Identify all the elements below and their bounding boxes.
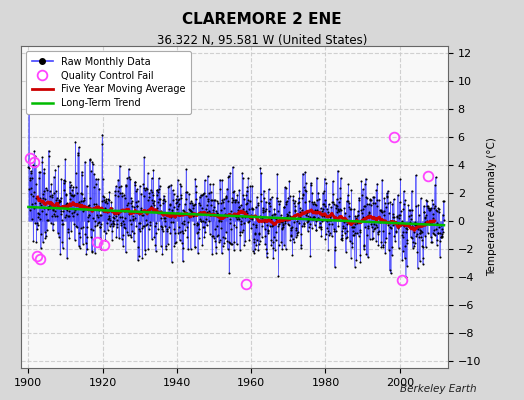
Text: CLAREMORE 2 ENE: CLAREMORE 2 ENE [182, 12, 342, 27]
Y-axis label: Temperature Anomaly (°C): Temperature Anomaly (°C) [487, 138, 497, 276]
Text: 36.322 N, 95.581 W (United States): 36.322 N, 95.581 W (United States) [157, 34, 367, 47]
Legend: Raw Monthly Data, Quality Control Fail, Five Year Moving Average, Long-Term Tren: Raw Monthly Data, Quality Control Fail, … [26, 51, 191, 114]
Text: Berkeley Earth: Berkeley Earth [400, 384, 477, 394]
